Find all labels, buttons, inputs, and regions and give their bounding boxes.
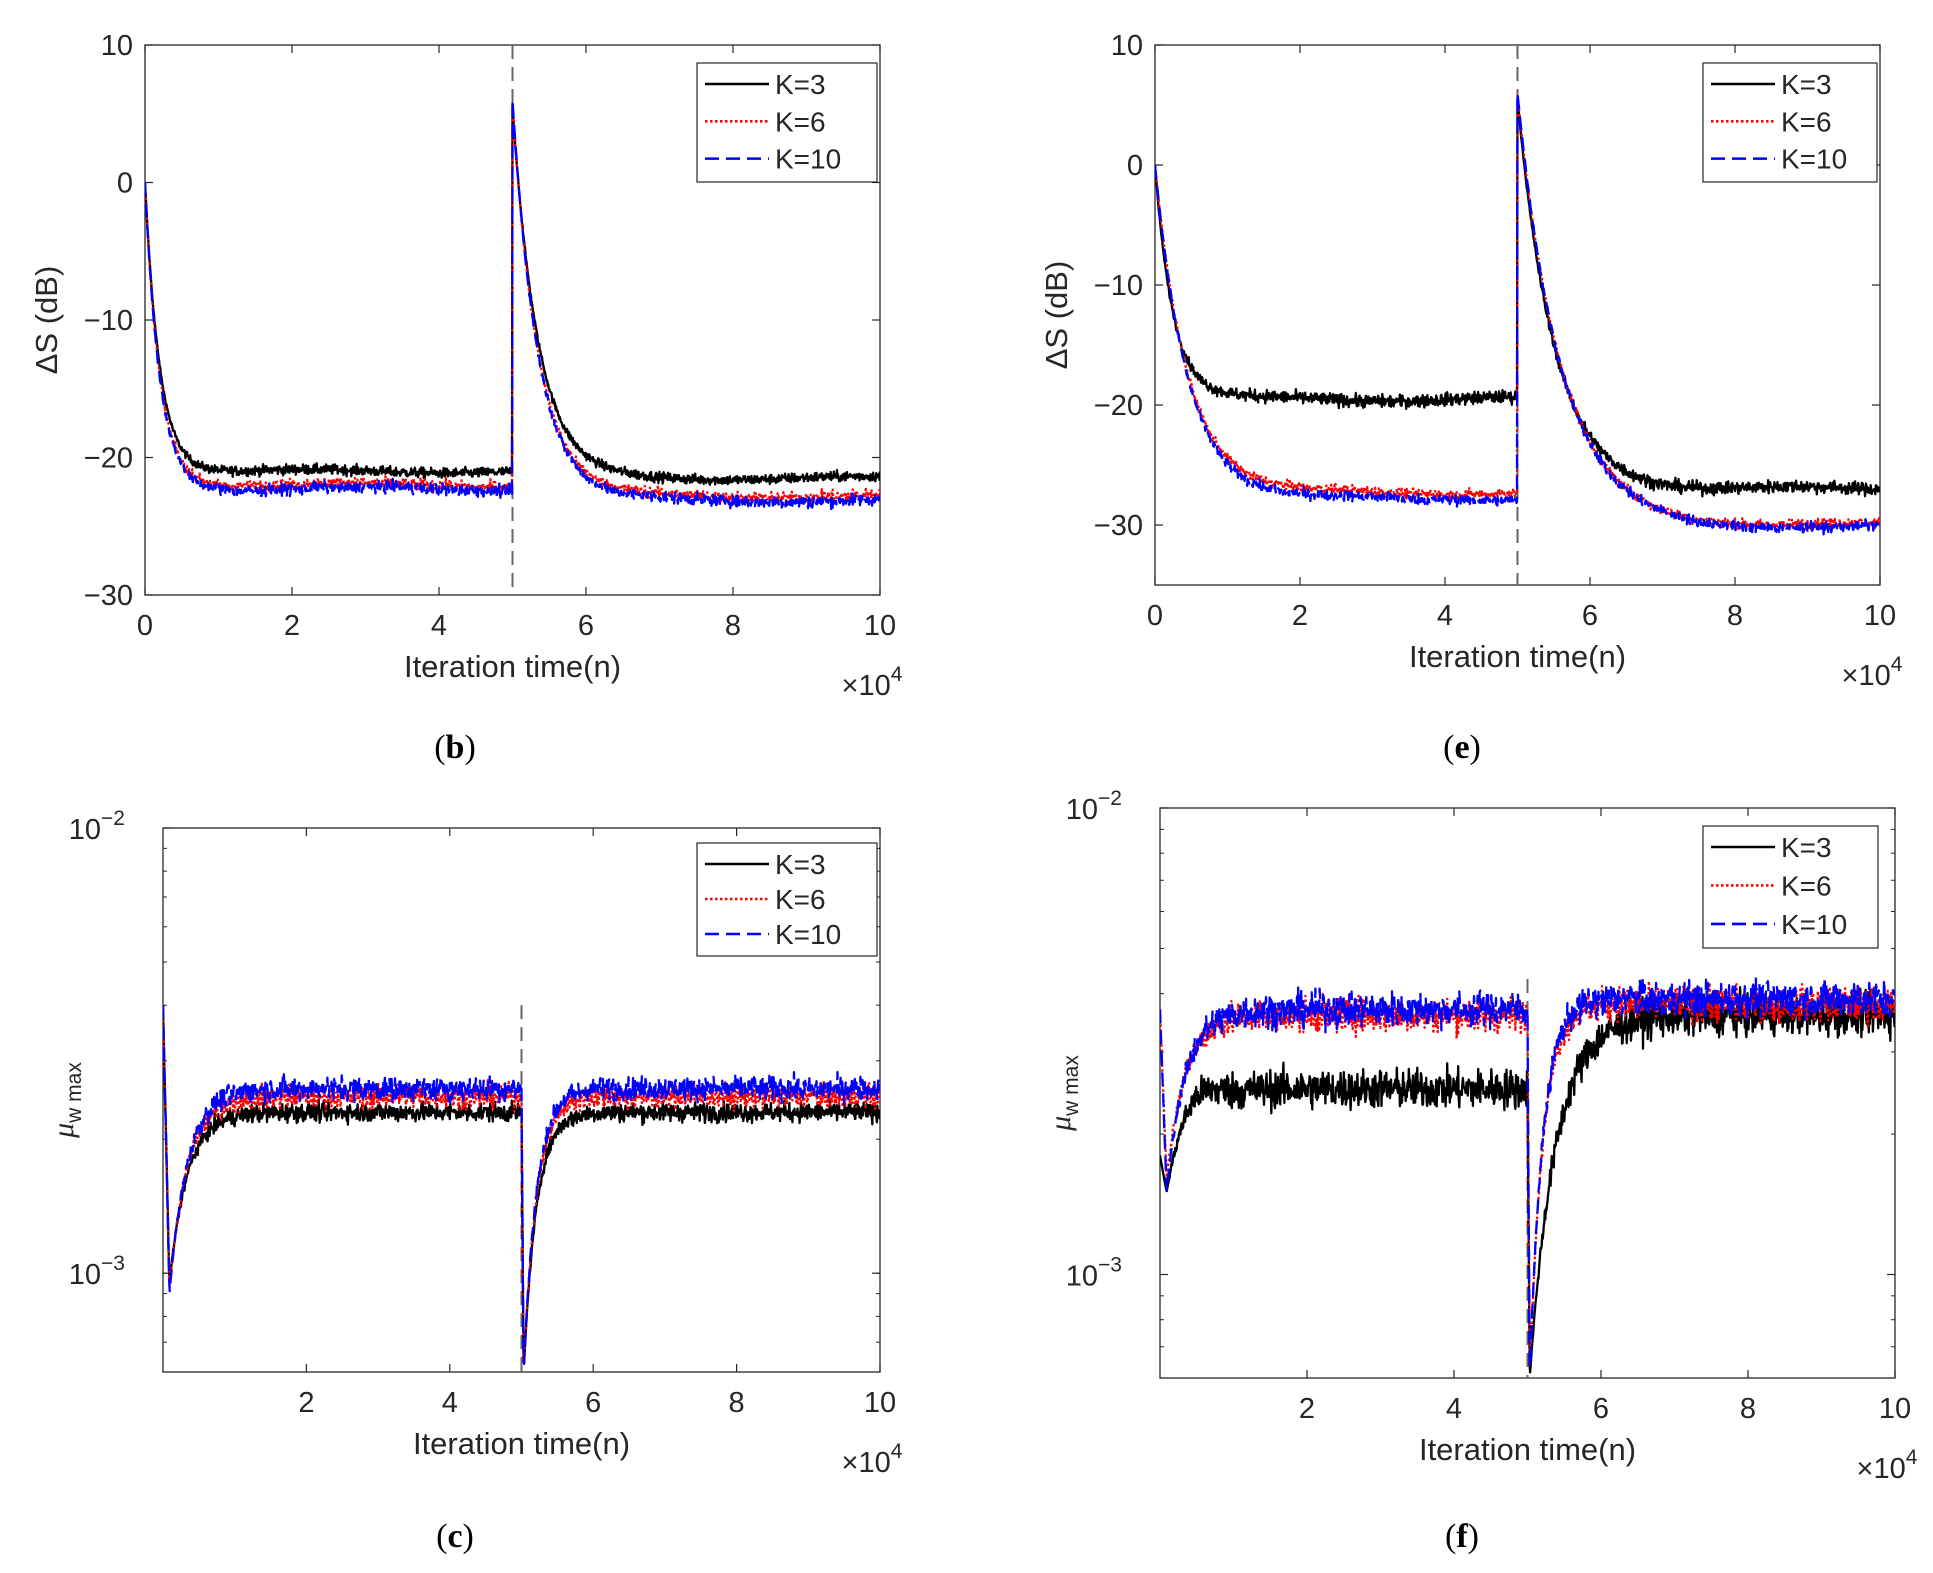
- y-tick-label: −30: [1094, 510, 1143, 542]
- series-line-k6: [1155, 94, 1880, 532]
- x-tick-label: 10: [864, 1387, 896, 1419]
- x-tick-label: 8: [1740, 1393, 1756, 1425]
- x-tick-label: 10: [864, 610, 896, 642]
- legend-label: K=3: [1781, 69, 1832, 100]
- series-group: [1160, 974, 1895, 1374]
- x-tick-label: 8: [725, 610, 741, 642]
- y-tick-power: −2: [1098, 787, 1122, 810]
- caption-c-letter: c: [447, 1518, 462, 1555]
- y-axis-label: μw max: [1044, 1055, 1083, 1132]
- y-axis-label-sub: w max: [63, 1062, 86, 1124]
- y-axis-label: ΔS (dB): [29, 266, 64, 375]
- y-axis-label-mu: μ: [47, 1123, 80, 1139]
- legend-label: K=10: [1781, 909, 1847, 940]
- x-tick-label: 6: [578, 610, 594, 642]
- legend-label: K=10: [775, 144, 841, 175]
- x-multiplier-power: 4: [1891, 653, 1903, 676]
- caption-b-letter: b: [446, 729, 465, 766]
- x-tick-label: 4: [442, 1387, 458, 1419]
- series-line-k6: [145, 101, 880, 505]
- y-tick-label: 0: [117, 168, 133, 200]
- y-tick-power: −3: [1098, 1254, 1122, 1277]
- y-tick-label: 0: [1127, 150, 1143, 182]
- x-tick-label: 2: [1292, 600, 1308, 632]
- legend-label: K=6: [1781, 870, 1832, 901]
- series-line-k10: [163, 1005, 880, 1365]
- series-group: [163, 1005, 880, 1366]
- y-axis-label-sub: w max: [1060, 1055, 1083, 1117]
- x-multiplier-power: 4: [1906, 1446, 1918, 1469]
- x-tick-label: 6: [585, 1387, 601, 1419]
- series-group: [145, 98, 880, 511]
- caption-c: (c): [436, 1518, 474, 1555]
- x-tick-label: 2: [298, 1387, 314, 1419]
- panel-b: 0 2 4 6 8 10 10 0 −10 −20 −30 Iteration time(n) ΔS (…: [29, 30, 903, 702]
- legend-label: K=3: [775, 69, 826, 100]
- legend-label: K=6: [775, 106, 826, 137]
- y-tick-power: −3: [101, 1252, 125, 1275]
- y-axis-label: ΔS (dB): [1039, 261, 1074, 370]
- caption-e: (e): [1443, 729, 1481, 766]
- x-tick-label: 6: [1593, 1393, 1609, 1425]
- legend-label: K=6: [775, 884, 826, 915]
- x-tick-label: 2: [1299, 1393, 1315, 1425]
- x-tick-label: 4: [1446, 1393, 1462, 1425]
- legend-label: K=10: [1781, 144, 1847, 175]
- x-tick-label: 4: [1437, 600, 1453, 632]
- caption-b: (b): [434, 729, 476, 766]
- x-tick-label: 10: [1864, 600, 1896, 632]
- x-tick-label: 4: [431, 610, 447, 642]
- x-tick-label: 10: [1879, 1393, 1911, 1425]
- x-axis-label: Iteration time(n): [1419, 1432, 1636, 1467]
- y-tick-label: −30: [84, 580, 133, 612]
- y-tick-label: 10: [1111, 30, 1143, 62]
- y-tick-label: 10: [101, 30, 133, 62]
- x-axis-label: Iteration time(n): [413, 1426, 630, 1461]
- caption-f-letter: f: [1456, 1518, 1468, 1555]
- y-tick-label: −10: [84, 305, 133, 337]
- y-tick-label: −20: [1094, 390, 1143, 422]
- x-tick-label: 8: [729, 1387, 745, 1419]
- legend-label: K=10: [775, 919, 841, 950]
- x-tick-label: 0: [1147, 600, 1163, 632]
- y-tick-label: 10−3: [1066, 1254, 1122, 1293]
- caption-e-letter: e: [1454, 729, 1469, 766]
- x-axis-label: Iteration time(n): [404, 649, 621, 684]
- y-axis-label-mu: μ: [1044, 1116, 1077, 1132]
- legend-label: K=6: [1781, 106, 1832, 137]
- x-tick-label: 6: [1582, 600, 1598, 632]
- x-tick-label: 0: [137, 610, 153, 642]
- x-tick-label: 2: [284, 610, 300, 642]
- caption-f: (f): [1445, 1518, 1479, 1555]
- x-tick-label: 8: [1727, 600, 1743, 632]
- y-tick-power: −2: [101, 807, 125, 830]
- y-tick-label: 10−3: [69, 1252, 125, 1291]
- y-axis-label: μw max: [47, 1062, 86, 1139]
- series-group: [1155, 91, 1880, 536]
- y-tick-label: −20: [84, 443, 133, 475]
- legend-label: K=3: [1781, 832, 1832, 863]
- series-line-k10: [1155, 91, 1880, 536]
- x-multiplier-power: 4: [891, 1440, 903, 1463]
- x-multiplier-power: 4: [891, 663, 903, 686]
- y-tick-label: −10: [1094, 270, 1143, 302]
- panel-e: 0 2 4 6 8 10 10 0 −10 −20 −30 Iteration time(n) ΔS (…: [1039, 30, 1903, 692]
- legend-label: K=3: [775, 849, 826, 880]
- series-line-k10: [1160, 974, 1895, 1368]
- series-line-k10: [145, 98, 880, 511]
- x-axis-label: Iteration time(n): [1409, 639, 1626, 674]
